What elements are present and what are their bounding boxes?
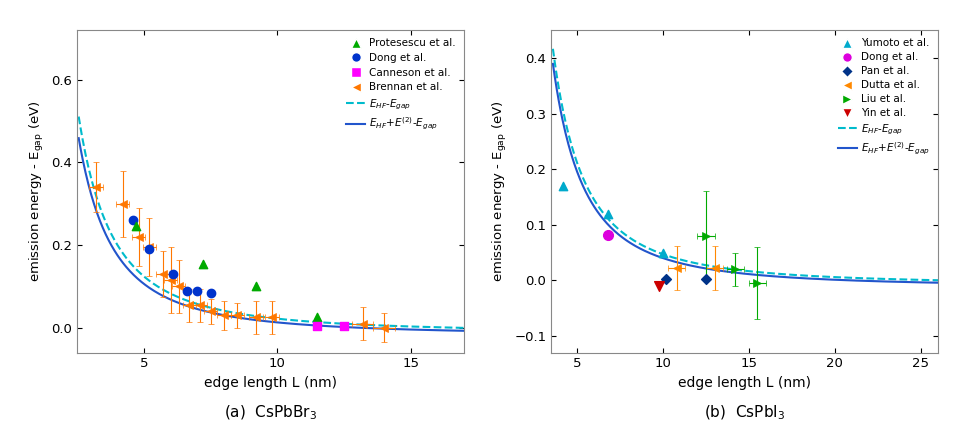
X-axis label: edge length L (nm): edge length L (nm) — [204, 376, 337, 390]
Point — [249, 283, 264, 290]
Text: (b)  CsPbI$_3$: (b) CsPbI$_3$ — [704, 404, 785, 422]
Point — [698, 275, 714, 282]
Point — [195, 260, 211, 267]
Point — [203, 289, 219, 296]
Y-axis label: emission energy - E$_\mathrm{gap}$ (eV): emission energy - E$_\mathrm{gap}$ (eV) — [490, 101, 509, 282]
Y-axis label: emission energy - E$_\mathrm{gap}$ (eV): emission energy - E$_\mathrm{gap}$ (eV) — [28, 101, 46, 282]
Legend: Yumoto et al., Dong et al., Pan et al., Dutta et al., Liu et al., Yin et al., $E: Yumoto et al., Dong et al., Pan et al., … — [835, 35, 933, 160]
Point — [659, 275, 674, 282]
Point — [190, 287, 205, 294]
Point — [309, 314, 325, 321]
Point — [601, 210, 616, 217]
Legend: Protesescu et al., Dong et al., Canneson et al., Brennan et al., $E_{HF}$-$E_{ga: Protesescu et al., Dong et al., Canneson… — [343, 35, 459, 135]
Point — [652, 283, 667, 289]
Point — [656, 249, 671, 256]
Point — [165, 270, 181, 277]
Point — [129, 223, 144, 230]
Point — [337, 322, 352, 329]
Point — [179, 287, 194, 294]
Point — [126, 217, 141, 224]
Point — [141, 246, 157, 253]
Point — [309, 322, 325, 329]
X-axis label: edge length L (nm): edge length L (nm) — [678, 376, 811, 390]
Point — [601, 231, 616, 238]
Point — [555, 182, 571, 189]
Text: (a)  CsPbBr$_3$: (a) CsPbBr$_3$ — [224, 404, 317, 422]
